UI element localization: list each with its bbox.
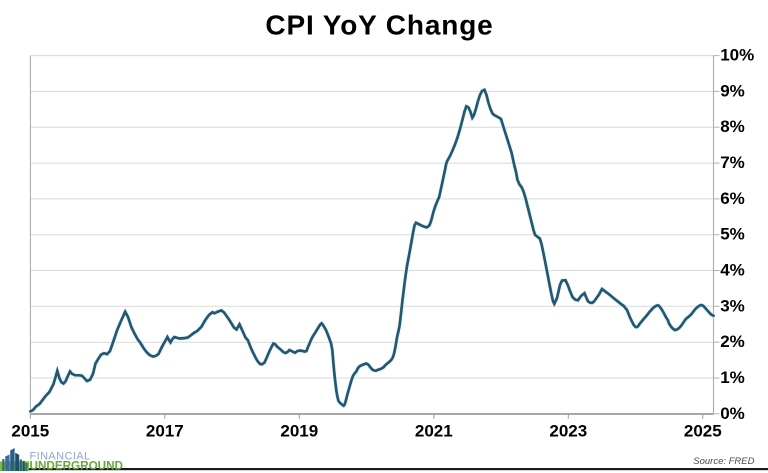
svg-text:3%: 3% xyxy=(720,296,745,315)
svg-text:9%: 9% xyxy=(720,81,745,100)
svg-text:2025: 2025 xyxy=(684,422,722,441)
svg-text:CPI YoY Change: CPI YoY Change xyxy=(265,9,493,40)
svg-text:4%: 4% xyxy=(720,261,745,280)
svg-text:10%: 10% xyxy=(720,46,754,65)
svg-text:0%: 0% xyxy=(720,404,745,423)
svg-text:2015: 2015 xyxy=(11,422,49,441)
svg-text:FINANCIAL: FINANCIAL xyxy=(30,451,91,463)
svg-text:2023: 2023 xyxy=(549,422,587,441)
svg-text:2019: 2019 xyxy=(280,422,318,441)
svg-text:6%: 6% xyxy=(720,189,745,208)
svg-text:Source: FRED: Source: FRED xyxy=(693,456,754,467)
svg-text:2%: 2% xyxy=(720,332,745,351)
svg-text:8%: 8% xyxy=(720,117,745,136)
svg-text:1%: 1% xyxy=(720,368,745,387)
svg-text:2017: 2017 xyxy=(146,422,184,441)
svg-text:UNDERGROUND: UNDERGROUND xyxy=(30,460,124,473)
svg-text:5%: 5% xyxy=(720,225,745,244)
svg-text:7%: 7% xyxy=(720,153,745,172)
svg-text:2021: 2021 xyxy=(415,422,453,441)
